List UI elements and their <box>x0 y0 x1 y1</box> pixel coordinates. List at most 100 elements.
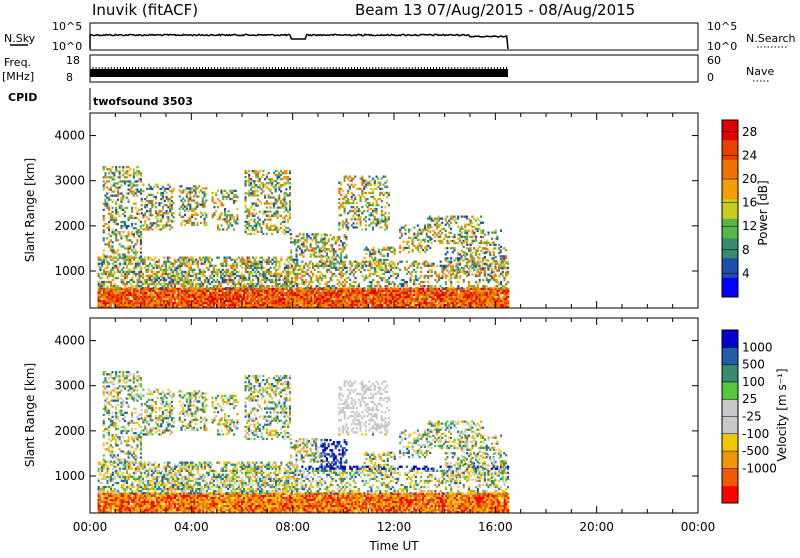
power-cell <box>115 292 117 294</box>
power-cell <box>190 259 192 261</box>
power-cell <box>324 283 326 285</box>
power-cell <box>163 261 165 263</box>
power-cell <box>182 220 184 222</box>
power-cell <box>124 296 126 298</box>
power-cell <box>117 302 119 304</box>
power-cell <box>133 235 135 237</box>
power-cell <box>282 296 284 298</box>
power-cell <box>271 281 273 283</box>
power-cell <box>443 292 445 294</box>
power-cell <box>493 277 495 279</box>
power-cell <box>427 288 429 290</box>
power-cell <box>146 296 148 298</box>
power-cell <box>142 283 144 285</box>
power-cell <box>301 271 303 273</box>
power-cell <box>248 176 250 178</box>
power-cell <box>309 302 311 304</box>
power-cell <box>410 273 412 275</box>
power-cell <box>151 304 153 306</box>
power-cell <box>169 186 171 188</box>
power-cell <box>226 228 228 230</box>
power-cell <box>216 257 218 259</box>
power-cell <box>234 277 236 279</box>
power-cell <box>284 263 286 265</box>
power-cell <box>248 233 250 235</box>
power-cell <box>171 196 173 198</box>
power-cell <box>188 261 190 263</box>
power-cell <box>240 283 242 285</box>
power-cell <box>278 229 280 231</box>
power-cell <box>177 273 179 275</box>
power-cell <box>122 304 124 306</box>
power-cell <box>270 271 272 273</box>
power-cell <box>408 302 410 304</box>
power-cell <box>120 227 122 229</box>
power-cell <box>176 267 178 269</box>
power-cell <box>261 275 263 277</box>
power-cell <box>103 269 105 271</box>
power-cell <box>277 213 279 215</box>
power-cell <box>142 300 144 302</box>
power-cell <box>117 195 119 197</box>
power-cell <box>264 202 266 204</box>
power-cell <box>128 294 130 296</box>
power-cell <box>490 298 492 300</box>
power-cell <box>183 290 185 292</box>
power-cell <box>115 300 117 302</box>
power-cell <box>284 292 286 294</box>
power-cell <box>196 206 198 208</box>
power-cell <box>199 277 201 279</box>
power-cell <box>385 265 387 267</box>
power-cell <box>454 292 456 294</box>
power-cell <box>211 304 213 306</box>
power-cell <box>226 216 228 218</box>
power-cell <box>217 224 219 226</box>
power-cell <box>284 285 286 287</box>
power-cell <box>385 292 387 294</box>
power-cell <box>113 233 115 235</box>
power-cell <box>431 275 433 277</box>
power-cell <box>386 281 388 283</box>
power-cell <box>225 304 227 306</box>
power-cell <box>257 186 259 188</box>
power-cell <box>108 290 110 292</box>
power-cell <box>257 174 259 176</box>
power-cell <box>271 294 273 296</box>
power-cell <box>133 172 135 174</box>
power-cell <box>173 190 175 192</box>
power-cell <box>358 265 360 267</box>
power-cell <box>268 300 270 302</box>
power-cell <box>271 290 273 292</box>
power-cell <box>319 275 321 277</box>
power-cell <box>204 222 206 224</box>
power-cell <box>441 277 443 279</box>
power-cell <box>181 302 183 304</box>
power-cell <box>112 251 114 253</box>
power-cell <box>176 302 178 304</box>
power-cell <box>326 281 328 283</box>
power-cell <box>262 223 264 225</box>
power-cell <box>353 273 355 275</box>
power-cell <box>355 292 357 294</box>
power-cell <box>364 296 366 298</box>
power-cell <box>126 207 128 209</box>
power-cell <box>204 302 206 304</box>
power-cell <box>161 304 163 306</box>
power-cell <box>170 263 172 265</box>
power-cell <box>294 294 296 296</box>
power-cell <box>215 194 217 196</box>
power-cell <box>268 178 270 180</box>
power-cell <box>233 200 235 202</box>
power-cell <box>120 201 122 203</box>
power-cell <box>124 275 126 277</box>
power-cell <box>189 208 191 210</box>
power-cell <box>155 202 157 204</box>
power-cell <box>317 279 319 281</box>
power-cell <box>98 281 100 283</box>
power-cell <box>137 285 139 287</box>
power-cell <box>165 279 167 281</box>
power-cell <box>183 294 185 296</box>
power-cell <box>257 263 259 265</box>
power-cell <box>296 298 298 300</box>
power-cell <box>119 253 121 255</box>
